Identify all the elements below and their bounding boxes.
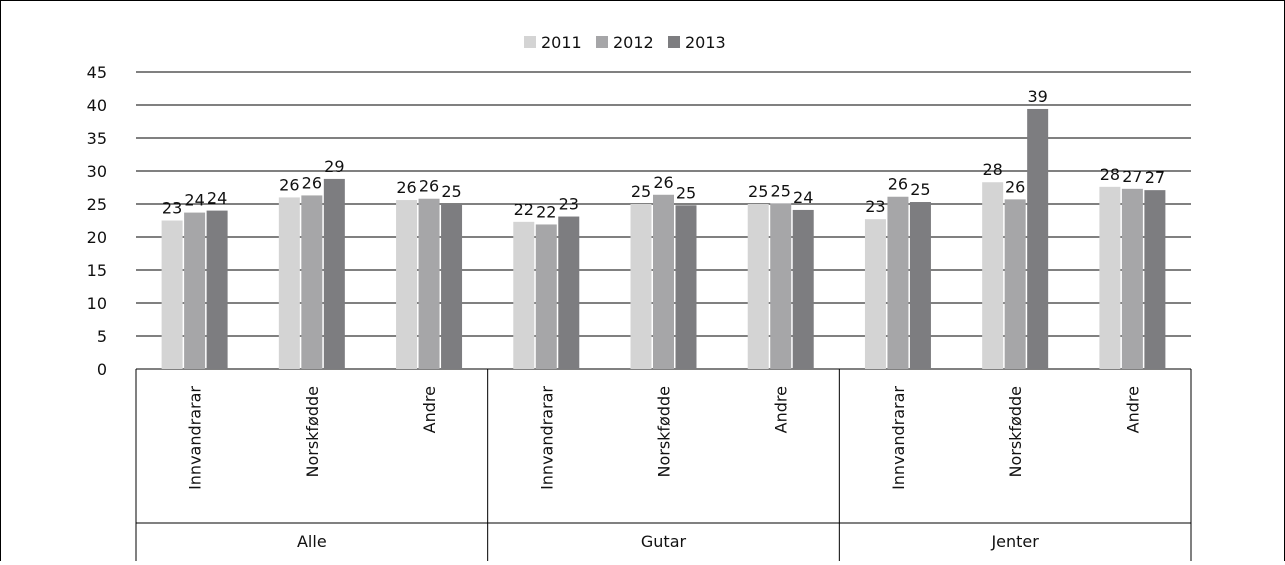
bar [887, 196, 909, 369]
bar-value-label: 26 [419, 177, 439, 196]
y-tick-label: 15 [87, 261, 107, 280]
bar-value-label: 29 [324, 157, 344, 176]
bar-value-label: 26 [396, 178, 416, 197]
bar-value-label: 25 [748, 182, 768, 201]
bar-value-label: 26 [1005, 177, 1025, 196]
y-tick-label: 30 [87, 162, 107, 181]
legend-swatch [524, 36, 536, 48]
bar [1121, 188, 1143, 369]
bar [396, 200, 418, 369]
bar [630, 204, 652, 369]
x-category-label: Innvandrarar [889, 386, 908, 490]
bar-value-label: 26 [888, 175, 908, 194]
bar-value-label: 25 [631, 182, 651, 201]
y-tick-label: 0 [97, 360, 107, 379]
legend: 2011 2012 2013 [524, 33, 726, 52]
bars [161, 108, 1166, 370]
legend-swatch [596, 36, 608, 48]
bar-value-label: 25 [441, 182, 461, 201]
bar [1027, 108, 1049, 370]
bar [1099, 186, 1121, 369]
bar [184, 212, 206, 369]
y-axis: 0 5 10 15 20 25 30 35 40 45 [87, 63, 107, 379]
x-category-label: Innvandrarar [186, 386, 205, 490]
y-tick-label: 35 [87, 129, 107, 148]
bar [747, 204, 769, 369]
bar [418, 198, 440, 369]
legend-swatch [668, 36, 680, 48]
bar-value-label: 24 [793, 188, 813, 207]
bar-value-label: 24 [207, 189, 227, 208]
bar-value-label: 26 [653, 173, 673, 192]
bar [206, 210, 228, 369]
bar-value-label: 27 [1145, 168, 1165, 187]
legend-label: 2011 [541, 33, 582, 52]
bar [909, 202, 931, 369]
x-category-label: Andre [772, 386, 791, 433]
x-group-label: Jenter [990, 532, 1039, 551]
y-tick-label: 25 [87, 195, 107, 214]
x-category-label: Norskfødde [655, 386, 674, 478]
bar [441, 204, 463, 369]
bar [1004, 199, 1026, 369]
x-category-label: Andre [420, 386, 439, 433]
bar-value-label: 24 [184, 191, 204, 210]
y-tick-label: 10 [87, 294, 107, 313]
bar-value-label: 39 [1027, 87, 1047, 106]
x-group-label: Gutar [641, 532, 687, 551]
y-tick-label: 45 [87, 63, 107, 82]
x-category-label: Andre [1123, 386, 1142, 433]
bar-value-label: 28 [982, 160, 1002, 179]
bar-value-label: 27 [1122, 167, 1142, 186]
bar [675, 205, 697, 369]
bar [770, 203, 792, 369]
bar-value-label: 23 [162, 199, 182, 218]
bar [792, 209, 814, 369]
bar-value-label: 25 [676, 183, 696, 202]
bar-value-label: 22 [514, 200, 534, 219]
bar-value-label: 28 [1100, 165, 1120, 184]
y-tick-label: 40 [87, 96, 107, 115]
y-tick-label: 20 [87, 228, 107, 247]
bar-value-label: 26 [279, 175, 299, 194]
bar-value-label: 22 [536, 202, 556, 221]
bar [653, 194, 674, 369]
x-category-label: Innvandrarar [537, 386, 556, 490]
bar-value-label: 23 [559, 195, 579, 214]
bar-value-label: 23 [865, 197, 885, 216]
bar [301, 195, 323, 369]
bar [161, 220, 183, 369]
bar-value-label: 26 [302, 173, 322, 192]
x-category-label: Norskfødde [303, 386, 322, 478]
bar [1144, 190, 1166, 369]
bar [558, 216, 580, 369]
legend-label: 2013 [685, 33, 726, 52]
x-group-label: Alle [297, 532, 327, 551]
bar [513, 221, 535, 369]
y-tick-label: 5 [97, 327, 107, 346]
bar-value-label: 25 [771, 181, 791, 200]
bar [278, 197, 300, 369]
bar [864, 219, 886, 369]
x-axis: Innvandrarar Norskfødde Andre Innvandrarar N… [135, 369, 1192, 564]
x-category-label: Norskfødde [1006, 386, 1025, 478]
legend-label: 2012 [613, 33, 654, 52]
bar [535, 224, 557, 369]
bar-value-label: 25 [910, 180, 930, 199]
bar [323, 178, 345, 369]
bar [982, 182, 1004, 369]
